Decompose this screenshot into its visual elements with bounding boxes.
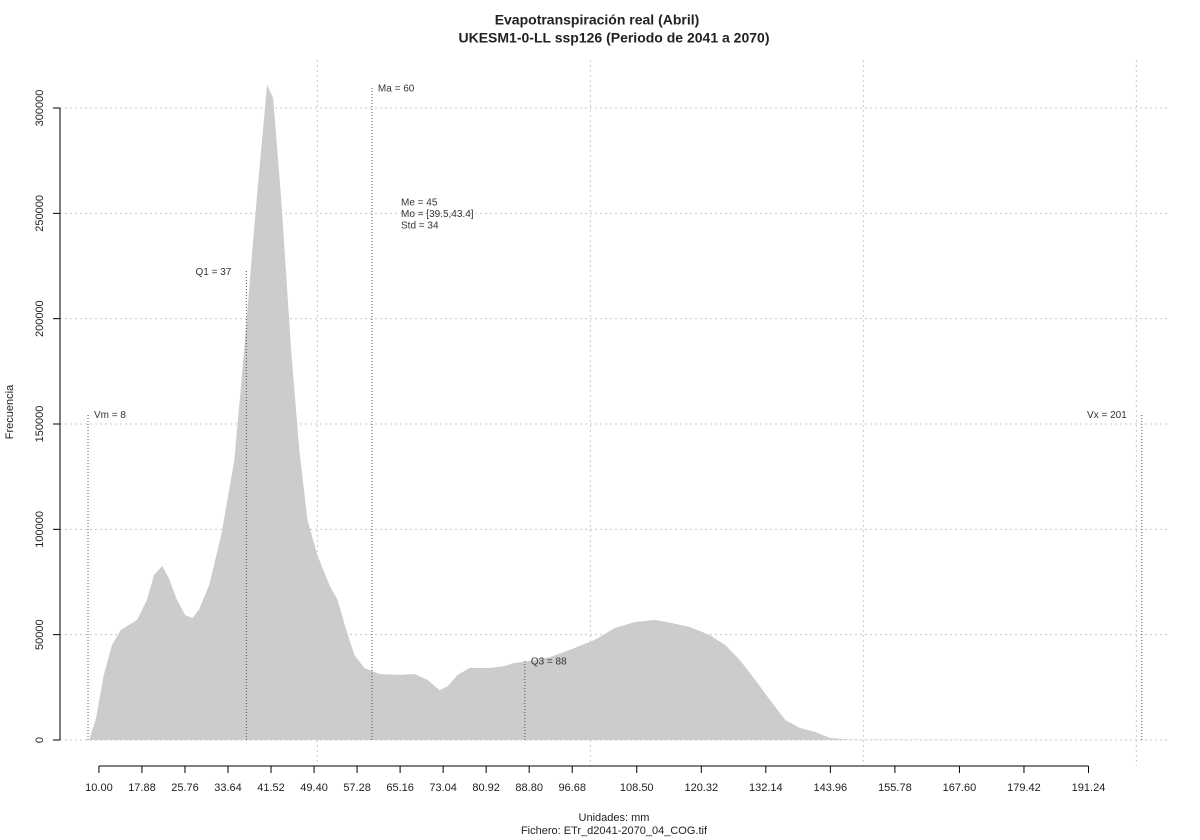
x-tick-label: 65.16 <box>386 782 414 794</box>
x-tick-label: 88.80 <box>515 782 543 794</box>
stats-label: Me = 45 <box>401 198 438 209</box>
y-tick-label: 150000 <box>34 406 46 443</box>
x-tick-label: 132.14 <box>749 782 783 794</box>
chart-title: Evapotranspiración real (Abril) <box>495 12 700 28</box>
x-tick-label: 57.28 <box>343 782 371 794</box>
x-tick-label: 41.52 <box>257 782 285 794</box>
x-tick-label: 143.96 <box>814 782 848 794</box>
y-axis-label: Frecuencia <box>4 384 16 439</box>
y-tick-label: 250000 <box>34 195 46 232</box>
stats-label: Mo = [39.5,43.4] <box>401 209 474 220</box>
y-tick-label: 50000 <box>34 619 46 650</box>
x-tick-label: 17.88 <box>128 782 156 794</box>
x-tick-label: 33.64 <box>214 782 242 794</box>
x-tick-label: 80.92 <box>472 782 500 794</box>
annotation-label: Vm = 8 <box>94 410 126 421</box>
annotation-label: Q1 = 37 <box>195 267 231 278</box>
x-tick-label: 120.32 <box>684 782 718 794</box>
x-axis-label: Unidades: mm <box>579 812 650 824</box>
y-tick-label: 0 <box>34 737 46 743</box>
y-tick-label: 100000 <box>34 511 46 548</box>
x-tick-label: 108.50 <box>620 782 654 794</box>
y-tick-label: 300000 <box>34 90 46 127</box>
x-tick-label: 96.68 <box>558 782 586 794</box>
annotation-label: Vx = 201 <box>1087 410 1127 421</box>
annotation-label: Ma = 60 <box>378 84 415 95</box>
x-tick-label: 73.04 <box>429 782 457 794</box>
chart-subtitle: UKESM1-0-LL ssp126 (Periodo de 2041 a 20… <box>459 30 770 46</box>
y-tick-label: 200000 <box>34 300 46 337</box>
caption: Fichero: ETr_d2041-2070_04_COG.tif <box>521 825 708 837</box>
x-tick-label: 49.40 <box>300 782 328 794</box>
x-tick-label: 10.00 <box>85 782 113 794</box>
density-area <box>89 85 1131 740</box>
stats-label: Std = 34 <box>401 221 439 232</box>
x-tick-label: 179.42 <box>1007 782 1041 794</box>
x-tick-label: 167.60 <box>943 782 977 794</box>
x-tick-label: 25.76 <box>171 782 199 794</box>
x-tick-label: 155.78 <box>878 782 912 794</box>
x-tick-label: 191.24 <box>1072 782 1106 794</box>
annotation-label: Q3 = 88 <box>531 657 567 668</box>
